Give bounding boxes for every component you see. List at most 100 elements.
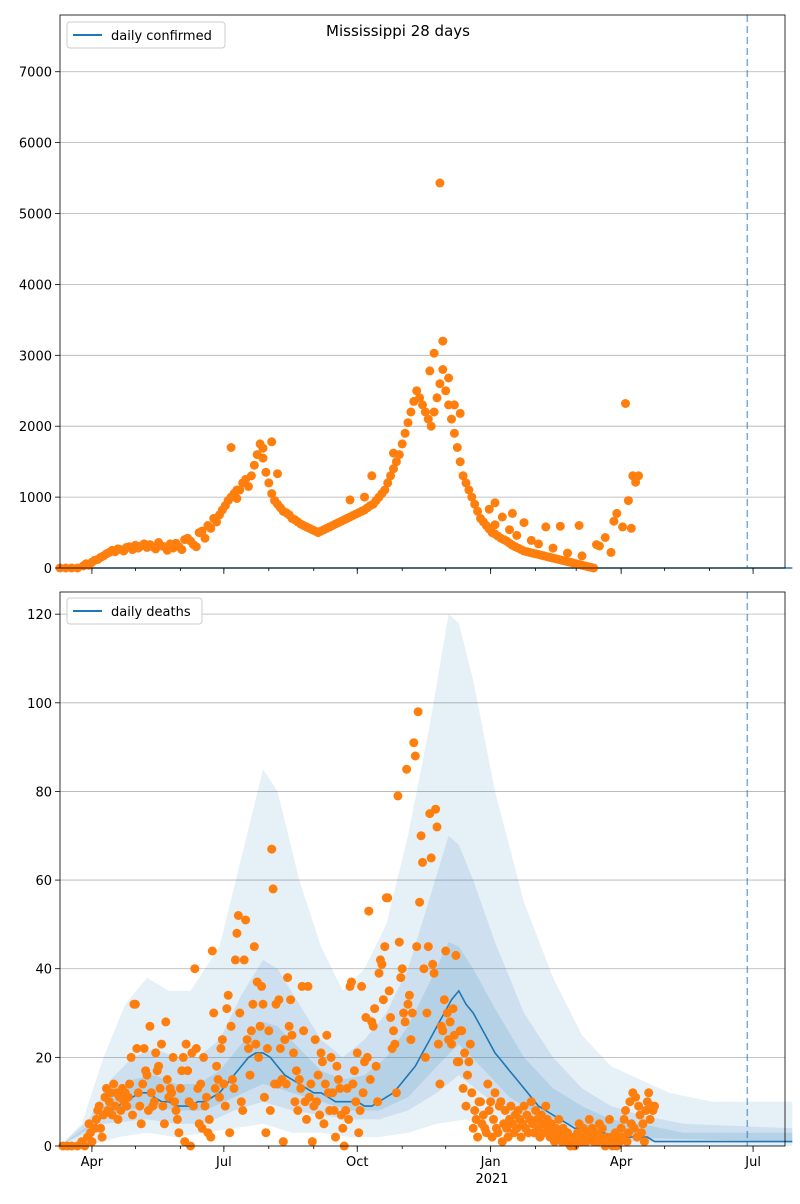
data-point	[519, 518, 529, 528]
y-tick-label: 0	[44, 562, 52, 577]
data-point	[274, 995, 284, 1005]
data-point	[403, 999, 413, 1009]
data-point	[448, 1004, 458, 1014]
y-tick-label: 120	[27, 608, 52, 623]
data-point	[126, 1052, 136, 1062]
data-point	[94, 1101, 104, 1111]
confirmed-legend-label: daily confirmed	[111, 29, 212, 44]
data-point	[183, 1066, 193, 1076]
data-point	[181, 1039, 191, 1049]
data-point	[87, 1137, 97, 1147]
chart-title: Mississippi 28 days	[326, 22, 470, 40]
data-point	[445, 1017, 455, 1027]
data-point	[609, 516, 619, 526]
data-point	[454, 1057, 464, 1067]
y-tick-label: 1000	[19, 491, 52, 506]
data-point	[455, 457, 465, 467]
data-point	[486, 1097, 496, 1107]
data-point	[600, 533, 610, 542]
data-point	[449, 400, 459, 410]
data-point	[319, 1119, 329, 1129]
data-point	[554, 1114, 564, 1124]
data-point	[287, 1030, 297, 1040]
data-point	[246, 471, 256, 481]
deaths-y-ticks: 0 20 40 60 80 100 120	[27, 608, 60, 1155]
data-point	[204, 1114, 214, 1124]
data-point	[146, 1088, 156, 1098]
data-point	[484, 504, 494, 514]
data-point	[157, 1039, 166, 1049]
data-point	[333, 1075, 343, 1084]
data-point	[219, 1079, 229, 1089]
data-point	[416, 831, 426, 841]
data-point	[159, 1119, 169, 1129]
data-point	[303, 981, 313, 991]
data-point	[125, 1079, 135, 1089]
data-point	[199, 1052, 209, 1062]
data-point	[629, 1123, 639, 1133]
data-point	[133, 1088, 143, 1098]
data-point	[605, 1114, 614, 1124]
data-point	[367, 471, 377, 481]
data-point	[258, 999, 268, 1009]
data-point	[338, 1123, 348, 1133]
data-point	[249, 942, 259, 952]
data-point	[458, 471, 468, 481]
data-point	[507, 508, 517, 518]
data-point	[212, 1061, 222, 1071]
data-point	[304, 1092, 314, 1102]
data-point	[283, 973, 293, 983]
data-point	[348, 1079, 358, 1089]
data-point	[328, 1088, 338, 1098]
data-point	[209, 1008, 219, 1018]
data-point	[109, 1079, 119, 1089]
data-point	[286, 995, 296, 1005]
data-point	[312, 1097, 322, 1107]
data-point	[594, 541, 604, 551]
data-point	[280, 1035, 290, 1045]
y-tick-label: 20	[35, 1051, 52, 1066]
data-point	[335, 1083, 345, 1093]
data-point	[394, 937, 404, 947]
data-point	[200, 1101, 210, 1111]
data-point	[206, 1132, 216, 1142]
data-point	[389, 448, 398, 458]
data-point	[512, 530, 522, 540]
data-point	[132, 1044, 142, 1053]
data-point	[130, 999, 140, 1009]
data-point	[616, 1123, 626, 1133]
data-point	[174, 1128, 184, 1138]
data-point	[291, 1066, 301, 1076]
data-point	[460, 1048, 470, 1058]
confirmed-x-ticks	[91, 568, 754, 574]
data-point	[96, 1123, 106, 1133]
data-point	[420, 1052, 430, 1062]
data-point	[470, 499, 480, 509]
data-point	[257, 981, 267, 991]
data-point	[190, 964, 200, 974]
confirmed-points	[55, 178, 644, 573]
data-point	[320, 1079, 330, 1089]
data-point	[386, 1013, 396, 1022]
data-point	[191, 1044, 201, 1053]
data-point	[244, 1044, 253, 1053]
data-point	[464, 1057, 474, 1067]
data-point	[626, 523, 636, 533]
data-point	[457, 1026, 467, 1036]
data-point	[467, 492, 477, 502]
data-point	[135, 1101, 145, 1111]
x-tick-label: Jan	[480, 1155, 501, 1170]
data-point	[368, 1021, 378, 1031]
data-point	[302, 1114, 311, 1124]
y-tick-label: 3000	[19, 349, 52, 364]
data-point	[232, 494, 242, 503]
data-point	[418, 857, 427, 867]
data-point	[197, 526, 207, 536]
data-point	[167, 1088, 177, 1098]
data-point	[178, 1052, 188, 1062]
data-point	[484, 1106, 494, 1115]
data-point	[473, 1132, 483, 1142]
data-point	[439, 995, 449, 1005]
data-point	[329, 1106, 339, 1115]
